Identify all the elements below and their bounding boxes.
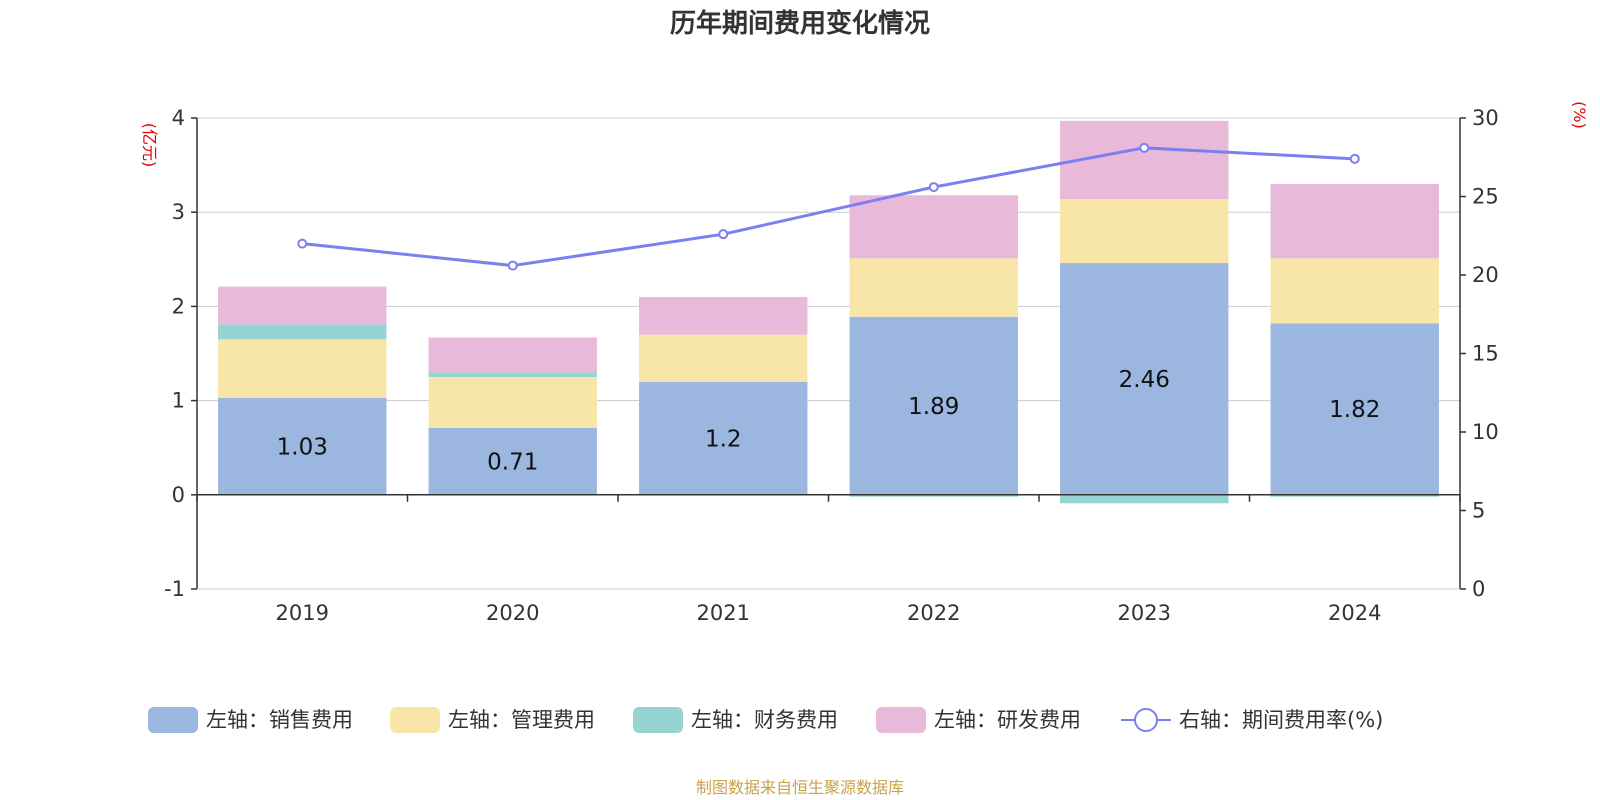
right-axis-tick-label: 20	[1472, 263, 1499, 287]
axes: -1 0 1 2 3 4 0 5 10 15 20 25 30 2019 2020 2021 2022 2023 2…	[164, 106, 1499, 625]
bar-segment	[639, 296, 808, 335]
bar-segment	[1270, 258, 1439, 324]
bar-segment	[849, 494, 1018, 497]
legend-label: 左轴：销售费用	[206, 708, 353, 732]
left-axis-unit: (亿元)	[140, 123, 159, 168]
bar-segment	[639, 381, 808, 495]
line-point	[928, 182, 939, 193]
right-axis-tick-label: 10	[1472, 420, 1499, 444]
data-labels: 1.03 0.71 1.2 1.89 2.46 1.82	[277, 367, 1381, 475]
bar-segment	[1060, 494, 1229, 504]
x-axis-tick-label: 2021	[697, 601, 750, 625]
right-axis-tick-label: 15	[1472, 342, 1499, 366]
bar-segment	[218, 324, 387, 340]
legend-label: 左轴：管理费用	[448, 708, 595, 732]
legend-swatch	[390, 707, 440, 733]
bar-segment	[428, 377, 597, 428]
bar-data-label: 1.2	[705, 426, 742, 452]
line-point	[507, 260, 518, 271]
left-axis-tick-label: 2	[172, 294, 185, 318]
bar-segment	[1270, 183, 1439, 259]
x-axis-tick-label: 2022	[907, 601, 960, 625]
line-series-path	[302, 146, 1355, 268]
bar-segment	[428, 427, 597, 495]
x-axis-tick-label: 2024	[1328, 601, 1381, 625]
bar-segment	[428, 337, 597, 373]
bar-segment	[849, 316, 1018, 495]
right-axis-tick-label: 0	[1472, 577, 1485, 601]
bar-segment	[218, 339, 387, 398]
data-source-note: 制图数据来自恒生聚源数据库	[696, 778, 904, 797]
x-axis-tick-label: 2019	[276, 601, 329, 625]
bar-series	[218, 120, 1439, 504]
line-point	[297, 238, 308, 249]
right-axis-tick-label: 25	[1472, 185, 1499, 209]
bar-segment	[428, 372, 597, 378]
right-axis-unit: (%)	[1570, 101, 1589, 129]
legend-swatch	[148, 707, 198, 733]
legend-label: 右轴：期间费用率(%)	[1179, 708, 1383, 732]
bar-segment	[1270, 494, 1439, 497]
legend-label: 左轴：研发费用	[934, 708, 1081, 732]
x-axis-tick-label: 2023	[1118, 601, 1171, 625]
bar-segment	[1060, 120, 1229, 200]
left-axis-tick-label: 1	[172, 389, 185, 413]
bar-segment	[639, 334, 808, 382]
bar-segment	[218, 397, 387, 495]
line-point	[718, 229, 729, 240]
bar-data-label: 1.82	[1329, 397, 1380, 423]
bar-data-label: 2.46	[1119, 367, 1170, 393]
left-axis-tick-label: -1	[164, 577, 185, 601]
bar-segment	[1060, 199, 1229, 264]
bar-data-label: 1.89	[908, 394, 959, 420]
right-axis-tick-label: 5	[1472, 499, 1485, 523]
legend-label: 左轴：财务费用	[691, 708, 838, 732]
bar-segment	[218, 286, 387, 325]
line-series	[297, 142, 1360, 271]
bar-data-label: 1.03	[277, 434, 328, 460]
legend: 左轴：销售费用 左轴：管理费用 左轴：财务费用 左轴：研发费用 右轴：期间费用率(%)	[148, 707, 1383, 733]
legend-line-marker	[1134, 708, 1158, 732]
line-point	[1139, 142, 1150, 153]
bar-segment	[1060, 263, 1229, 495]
right-axis-tick-label: 30	[1472, 106, 1499, 130]
bar-segment	[849, 195, 1018, 259]
legend-swatch	[633, 707, 683, 733]
x-axis-tick-label: 2020	[486, 601, 539, 625]
bar-data-label: 0.71	[487, 449, 538, 475]
left-axis-tick-label: 3	[172, 200, 185, 224]
bar-segment	[849, 258, 1018, 317]
legend-swatch	[876, 707, 926, 733]
chart-title: 历年期间费用变化情况	[670, 8, 930, 39]
bar-segment	[1270, 323, 1439, 495]
line-point	[1349, 153, 1360, 164]
left-axis-tick-label: 0	[172, 483, 185, 507]
left-axis-tick-label: 4	[172, 106, 185, 130]
